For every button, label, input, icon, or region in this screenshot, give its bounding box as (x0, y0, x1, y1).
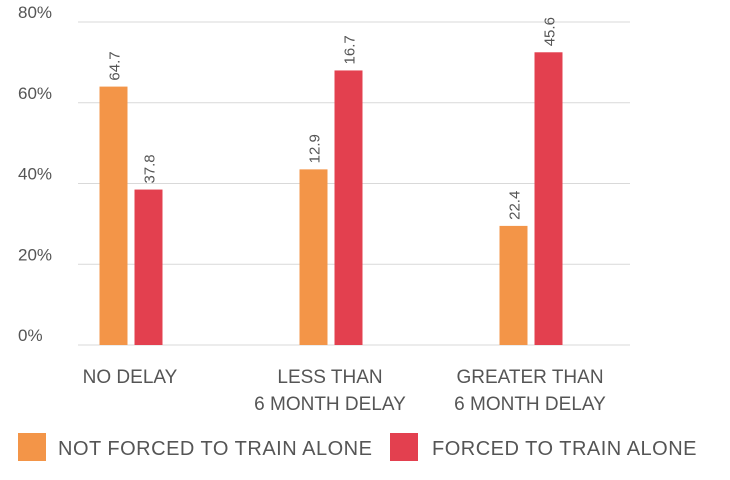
legend-swatch (18, 433, 46, 461)
legend-swatch (390, 433, 418, 461)
bar-not-forced (99, 86, 128, 345)
bar-value-label: 64.7 (107, 51, 124, 80)
bar-not-forced (299, 169, 328, 345)
y-tick-label: 0% (18, 326, 43, 345)
category-label: GREATER THAN (456, 367, 603, 388)
bar-value-label: 37.8 (142, 154, 159, 183)
bar-value-label: 22.4 (507, 191, 524, 220)
bar-value-label: 45.6 (542, 17, 559, 46)
y-tick-label: 60% (18, 84, 52, 103)
legend-label: FORCED TO TRAIN ALONE (432, 438, 697, 460)
bar-value-label: 16.7 (342, 35, 359, 64)
bar-value-label: 12.9 (307, 134, 324, 163)
bars (99, 52, 563, 345)
category-label: LESS THAN (277, 367, 382, 388)
y-tick-label: 20% (18, 245, 52, 264)
data-labels: 64.7 12.9 22.4 37.8 16.7 45.6 (107, 17, 559, 220)
bar-forced (334, 70, 363, 345)
legend-label: NOT FORCED TO TRAIN ALONE (58, 438, 372, 460)
legend: NOT FORCED TO TRAIN ALONE FORCED TO TRAIN… (18, 433, 697, 461)
bar-forced (534, 52, 563, 345)
category-label: 6 MONTH DELAY (454, 394, 606, 415)
category-label: NO DELAY (83, 367, 178, 388)
y-tick-label: 40% (18, 165, 52, 184)
y-axis-ticks: 0% 20% 40% 60% 80% (18, 3, 52, 345)
y-tick-label: 80% (18, 3, 52, 22)
bar-forced (134, 189, 163, 345)
category-labels: NO DELAY LESS THAN 6 MONTH DELAY GREATER TH… (83, 367, 607, 415)
category-label: 6 MONTH DELAY (254, 394, 406, 415)
bar-not-forced (499, 225, 528, 345)
